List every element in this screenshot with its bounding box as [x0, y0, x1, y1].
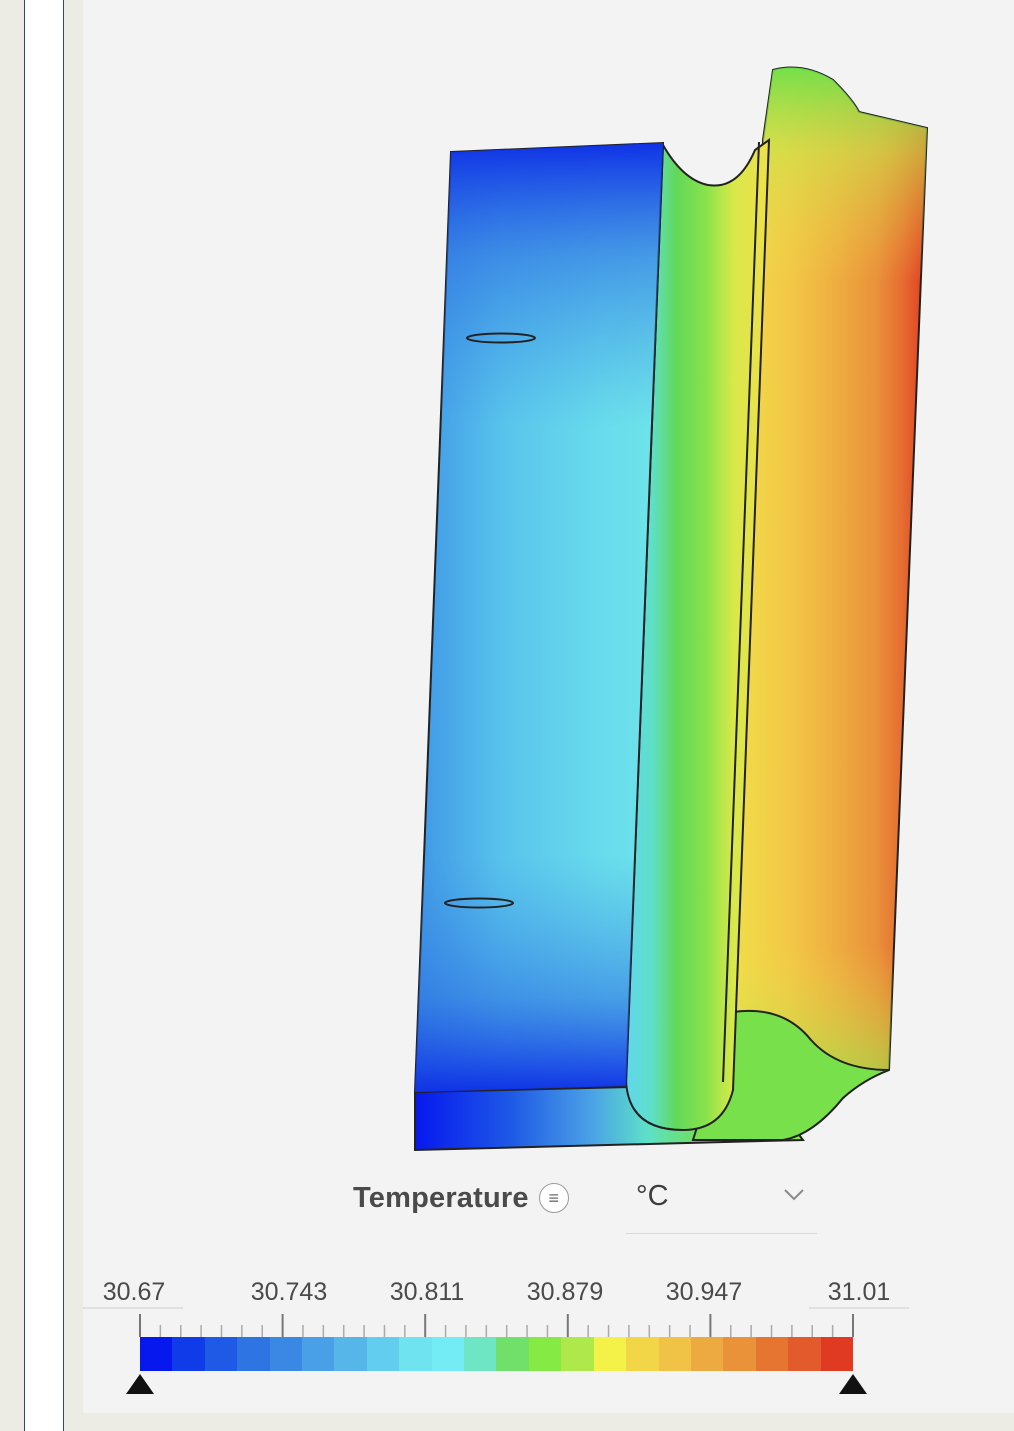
- color-scale-segment: [496, 1337, 529, 1371]
- color-scale-segment: [269, 1337, 303, 1371]
- color-scale-segment: [561, 1337, 594, 1371]
- left-panel-strip: [24, 0, 64, 1431]
- legend-title: Temperature: [353, 1181, 529, 1214]
- scale-label: 30.811: [389, 1278, 465, 1306]
- color-scale-segment: [366, 1337, 400, 1371]
- color-scale-segment: [204, 1337, 238, 1371]
- color-scale-segment: [658, 1337, 691, 1371]
- unit-value: °C: [636, 1180, 669, 1212]
- unit-dropdown[interactable]: °C: [626, 1170, 817, 1234]
- color-scale-segment: [464, 1337, 497, 1371]
- color-scale-segment: [140, 1337, 173, 1371]
- color-scale-segment: [431, 1337, 465, 1371]
- min-label-underline: [83, 1307, 183, 1309]
- model-channel: [624, 138, 771, 1132]
- color-scale-segment: [755, 1337, 789, 1371]
- min-range-handle[interactable]: [126, 1374, 154, 1394]
- legend-header: Temperature ≡: [353, 1178, 569, 1218]
- color-scale-segment: [334, 1337, 367, 1371]
- color-scale-segment: [626, 1337, 659, 1371]
- chevron-down-icon: [784, 1189, 804, 1201]
- model-hole-upper: [466, 332, 536, 344]
- scale-label-min: 30.67: [102, 1278, 166, 1306]
- model-hole-lower: [444, 897, 514, 909]
- color-scale-segment: [528, 1337, 562, 1371]
- 3d-viewport[interactable]: Temperature ≡ °C 30.67 30.743 30.811 30.…: [83, 0, 1014, 1413]
- color-scale-bar: [140, 1337, 853, 1371]
- color-scale-segment: [690, 1337, 724, 1371]
- max-range-handle[interactable]: [839, 1374, 867, 1394]
- color-scale-segment: [302, 1337, 335, 1371]
- color-scale-segment: [237, 1337, 270, 1371]
- color-scale-segment: [723, 1337, 756, 1371]
- color-scale-segment: [593, 1337, 627, 1371]
- scale-label-max: 31.01: [827, 1278, 891, 1306]
- color-scale-segment: [399, 1337, 432, 1371]
- scale-label: 30.743: [250, 1278, 328, 1306]
- color-scale-segment: [172, 1337, 205, 1371]
- scale-label: 30.879: [526, 1278, 604, 1306]
- temperature-contour-model[interactable]: [83, 0, 1014, 1413]
- max-label-underline: [809, 1307, 909, 1309]
- scale-label: 30.947: [665, 1278, 743, 1306]
- color-scale-segment: [788, 1337, 821, 1371]
- menu-icon[interactable]: ≡: [538, 1183, 569, 1213]
- color-scale-segment: [820, 1337, 853, 1371]
